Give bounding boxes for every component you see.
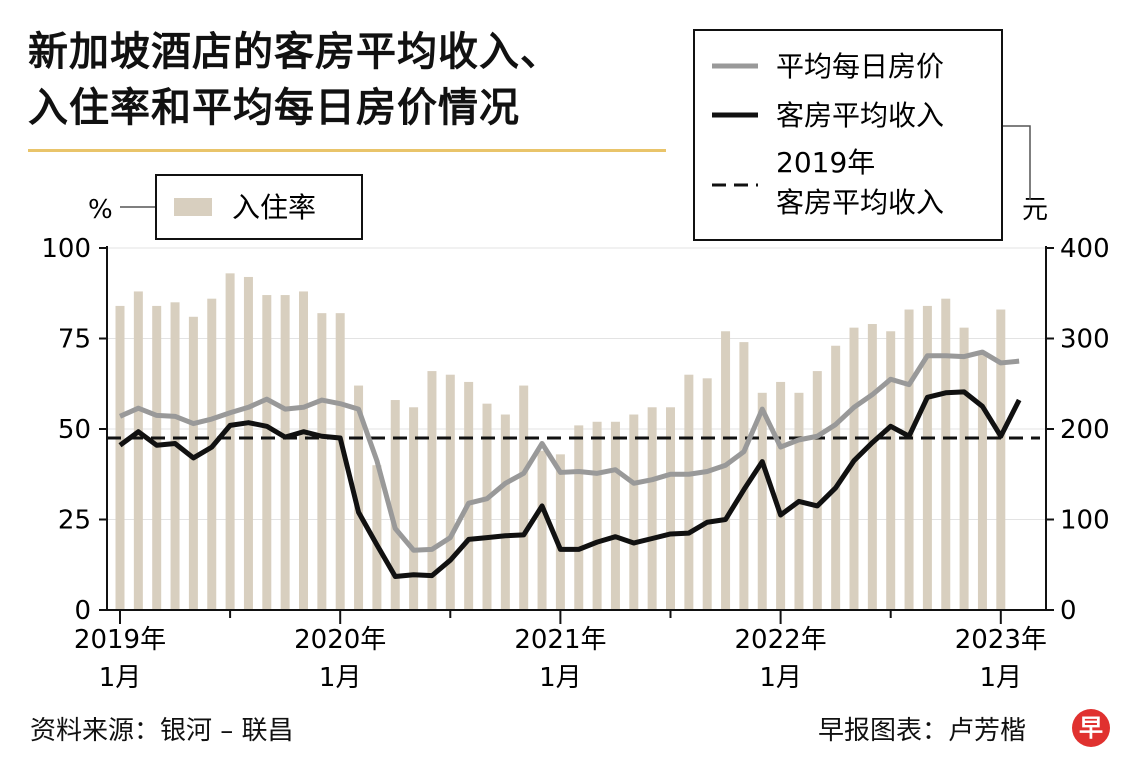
graphic-credit: 早报图表：卢芳楷 bbox=[818, 716, 1027, 746]
occupancy-bar bbox=[592, 421, 602, 610]
occupancy-bar bbox=[629, 414, 639, 610]
occupancy-bar bbox=[188, 316, 198, 610]
occupancy-bar bbox=[115, 305, 125, 610]
left-tick-label: 0 bbox=[74, 596, 91, 626]
occupancy-bar bbox=[996, 309, 1006, 610]
occupancy-bar bbox=[666, 407, 675, 610]
right-tick-label: 200 bbox=[1060, 415, 1110, 445]
title-underline bbox=[28, 149, 666, 152]
x-tick-label-month: 1月 bbox=[980, 663, 1023, 693]
right-axis-unit: 元 bbox=[1022, 195, 1048, 225]
occupancy-bar bbox=[739, 342, 749, 610]
occupancy-bar bbox=[445, 374, 455, 610]
chart-title-line-2: 入住率和平均每日房价情况 bbox=[28, 85, 520, 131]
left-tick-label: 100 bbox=[41, 234, 91, 264]
occupancy-bar bbox=[500, 414, 510, 610]
left-tick-label: 25 bbox=[58, 506, 91, 536]
baseline-legend-label-line-2: 客房平均收入 bbox=[776, 186, 944, 219]
line-legend-leader bbox=[1002, 125, 1031, 200]
occupancy-bar bbox=[225, 273, 235, 610]
right-tick-label: 100 bbox=[1060, 506, 1110, 536]
occupancy-bar bbox=[243, 276, 253, 610]
source-note: 资料来源：银河 – 联昌 bbox=[30, 716, 294, 746]
occupancy-bar bbox=[427, 371, 437, 610]
axes: 100755025040030020010002019年1月2020年1月202… bbox=[41, 234, 1109, 693]
occupancy-bar bbox=[335, 313, 345, 610]
occupancy-bar bbox=[537, 450, 547, 610]
right-tick-label: 400 bbox=[1060, 234, 1110, 264]
occupancy-bar bbox=[831, 345, 841, 610]
occupancy-bar bbox=[409, 407, 419, 610]
occupancy-bar bbox=[133, 291, 143, 610]
occupancy-bar bbox=[390, 400, 400, 610]
x-tick-label-month: 1月 bbox=[759, 663, 802, 693]
occupancy-bar bbox=[941, 298, 951, 610]
occupancy-bar bbox=[867, 324, 877, 610]
x-tick-label-year: 2019年 bbox=[74, 625, 166, 655]
occupancy-bar bbox=[372, 465, 382, 610]
chart-title-line-1: 新加坡酒店的客房平均收入、 bbox=[28, 29, 561, 75]
occupancy-bar bbox=[555, 454, 565, 610]
occupancy-bar bbox=[299, 291, 308, 610]
occupancy-bar bbox=[152, 305, 162, 610]
left-tick-label: 75 bbox=[58, 325, 91, 355]
x-tick-label-month: 1月 bbox=[319, 663, 362, 693]
occupancy-bar bbox=[354, 385, 364, 610]
occupancy-legend-swatch bbox=[174, 198, 212, 216]
occupancy-bar bbox=[574, 425, 584, 610]
occupancy-bar bbox=[812, 371, 822, 610]
occupancy-bar bbox=[959, 327, 969, 610]
left-axis-unit: % bbox=[88, 195, 113, 225]
adr-legend-label: 平均每日房价 bbox=[776, 50, 944, 83]
occupancy-bar bbox=[922, 305, 932, 610]
occupancy-bar bbox=[886, 331, 896, 610]
occupancy-bar bbox=[280, 295, 290, 610]
adr-series-line bbox=[118, 349, 1020, 553]
x-tick-label-month: 1月 bbox=[99, 663, 142, 693]
zaobao-logo: 早 bbox=[1072, 709, 1110, 747]
occupancy-bar bbox=[757, 392, 767, 610]
x-tick-label-year: 2021年 bbox=[514, 625, 606, 655]
revpar-legend-label: 客房平均收入 bbox=[776, 99, 944, 132]
occupancy-bar bbox=[684, 374, 694, 610]
x-tick-label-year: 2020年 bbox=[294, 625, 386, 655]
occupancy-bar bbox=[776, 381, 786, 610]
line-legend: 平均每日房价 客房平均收入 2019年 客房平均收入 bbox=[693, 29, 1031, 241]
x-tick-label-month: 1月 bbox=[539, 663, 582, 693]
occupancy-bar bbox=[482, 403, 492, 610]
right-tick-label: 300 bbox=[1060, 325, 1110, 355]
occupancy-bar bbox=[904, 309, 914, 610]
occupancy-bar bbox=[702, 378, 712, 610]
occupancy-bar bbox=[317, 313, 327, 610]
occupancy-bar bbox=[647, 407, 657, 610]
x-tick-label-year: 2023年 bbox=[955, 625, 1047, 655]
occupancy-bar bbox=[262, 295, 272, 610]
baseline-legend-label-line-1: 2019年 bbox=[776, 146, 875, 179]
occupancy-bar bbox=[721, 331, 731, 610]
occupancy-legend: 入住率 bbox=[120, 174, 363, 240]
occupancy-bar bbox=[207, 298, 217, 610]
left-tick-label: 50 bbox=[58, 415, 91, 445]
occupancy-bar bbox=[977, 352, 987, 610]
revpar-series-line bbox=[118, 389, 1022, 580]
occupancy-bar bbox=[519, 385, 529, 610]
right-tick-label: 0 bbox=[1060, 596, 1077, 626]
occupancy-bar bbox=[849, 327, 859, 610]
occupancy-legend-label: 入住率 bbox=[232, 191, 316, 224]
occupancy-bar bbox=[170, 302, 180, 610]
x-tick-label-year: 2022年 bbox=[735, 625, 827, 655]
occupancy-bar bbox=[464, 381, 474, 610]
occupancy-bar bbox=[610, 421, 620, 610]
